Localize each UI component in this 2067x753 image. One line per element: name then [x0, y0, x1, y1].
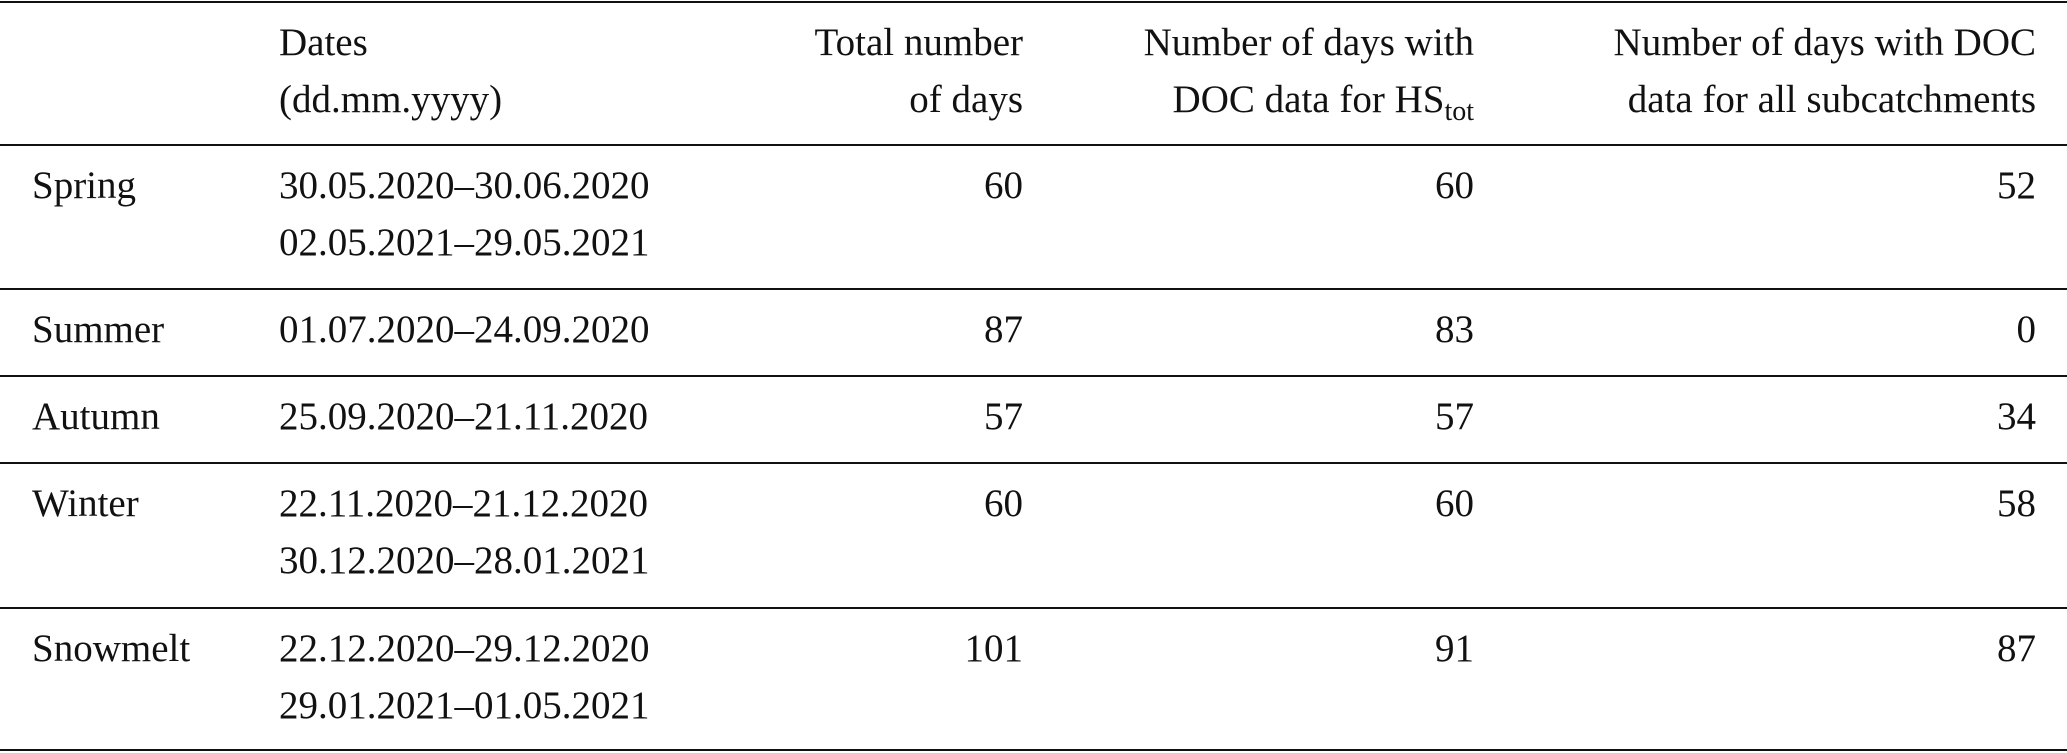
dates: 22.11.2020–21.12.2020 30.12.2020–28.01.20…: [279, 475, 650, 589]
season: Summer: [32, 308, 165, 351]
dates: 25.09.2020–21.11.2020: [279, 388, 648, 445]
date-range: 29.01.2021–01.05.2021: [279, 684, 650, 727]
header-text: Number of days with DOC: [1613, 21, 2036, 64]
date-range: 01.07.2020–24.09.2020: [279, 308, 650, 351]
season: Winter: [32, 482, 139, 525]
season: Autumn: [32, 395, 160, 438]
bottom-rule: [0, 749, 2067, 751]
count: 34: [1997, 395, 2036, 438]
header-text: Dates: [279, 21, 368, 64]
season: Spring: [32, 164, 137, 207]
header-text: of days: [909, 78, 1023, 121]
count: 60: [1435, 164, 1474, 207]
header-text: Number of days with: [1143, 21, 1474, 64]
count: 60: [984, 164, 1023, 207]
header-line: Dates: [279, 14, 502, 71]
date-range: 22.11.2020–21.12.2020: [279, 482, 649, 525]
count: 57: [984, 395, 1023, 438]
date-range: 22.12.2020–29.12.2020: [279, 627, 650, 670]
count: 52: [1997, 164, 2036, 207]
header-text: data for all subcatchments: [1627, 78, 2036, 121]
count: 101: [964, 627, 1024, 670]
header-line: Number of days with DOC: [1614, 14, 2036, 71]
header-line: DOC data for HStot: [1144, 71, 1474, 128]
top-rule: [0, 1, 2067, 3]
count: 83: [1435, 308, 1474, 351]
dates: 30.05.2020–30.06.2020 02.05.2021–29.05.20…: [279, 157, 650, 271]
count: 60: [984, 482, 1023, 525]
count: 58: [1997, 482, 2036, 525]
header-text: (dd.mm.yyyy): [279, 78, 503, 121]
header-text: DOC data for HS: [1172, 78, 1445, 121]
header-line: of days: [815, 71, 1023, 128]
header-subscript: tot: [1444, 96, 1474, 127]
row-rule: [0, 375, 2067, 377]
header-text: Total number: [814, 21, 1023, 64]
count: 91: [1435, 627, 1474, 670]
header-line: (dd.mm.yyyy): [279, 71, 502, 128]
header-line: Number of days with: [1144, 14, 1474, 71]
header-line: data for all subcatchments: [1614, 71, 2036, 128]
row-rule: [0, 288, 2067, 290]
count: 0: [2016, 308, 2037, 351]
header-line: Total number: [815, 14, 1023, 71]
header-cell: Dates (dd.mm.yyyy): [279, 14, 502, 128]
date-range: 02.05.2021–29.05.2021: [279, 221, 650, 264]
header-cell: Total number of days: [815, 14, 1023, 128]
count: 87: [984, 308, 1023, 351]
header-cell: Number of days with DOC data for all subc…: [1614, 14, 2036, 128]
row-rule: [0, 462, 2067, 464]
date-range: 30.12.2020–28.01.2021: [279, 539, 650, 582]
count: 60: [1435, 482, 1474, 525]
count: 87: [1997, 627, 2036, 670]
count: 57: [1435, 395, 1474, 438]
row-rule: [0, 607, 2067, 609]
date-range: 25.09.2020–21.11.2020: [279, 395, 649, 438]
dates: 01.07.2020–24.09.2020: [279, 301, 650, 358]
dates: 22.12.2020–29.12.2020 29.01.2021–01.05.20…: [279, 620, 650, 734]
season: Snowmelt: [32, 627, 191, 670]
date-range: 30.05.2020–30.06.2020: [279, 164, 650, 207]
header-cell: Number of days with DOC data for HStot: [1144, 14, 1474, 128]
header-rule: [0, 144, 2067, 146]
